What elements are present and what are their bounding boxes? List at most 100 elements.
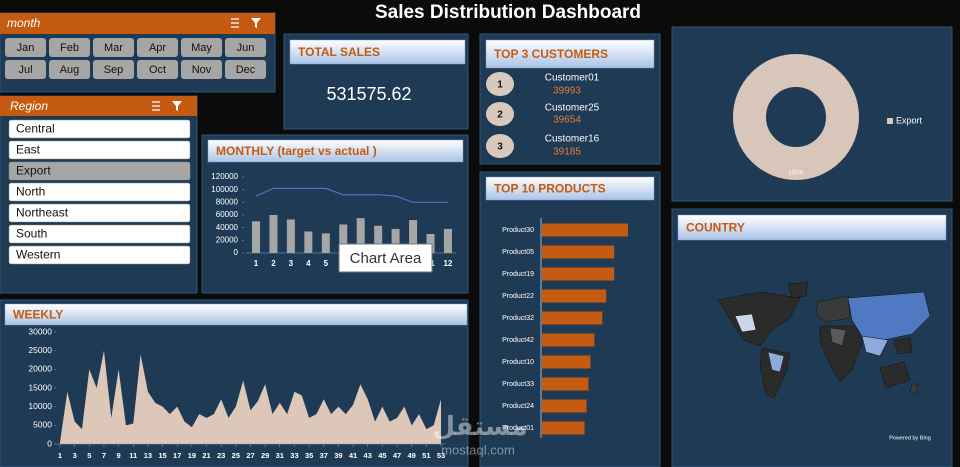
x-tick-label: 7 (102, 451, 106, 460)
month-button[interactable] (181, 60, 222, 79)
y-tick-label: 10000 (28, 401, 52, 411)
bar (542, 355, 591, 369)
region-button-label: Export (16, 164, 51, 178)
month-button[interactable] (137, 60, 178, 79)
bar (542, 377, 589, 391)
y-tick-label: 80000 (216, 197, 239, 206)
y-tick-label: Product32 (502, 315, 534, 322)
multi-select-icon[interactable] (231, 18, 239, 28)
customers-header-bar (485, 39, 655, 69)
products-header: TOP 10 PRODUCTS (494, 182, 606, 196)
bar (542, 421, 585, 435)
bar (542, 399, 587, 413)
bar (542, 267, 615, 281)
kpi-header-bar (289, 39, 466, 65)
clear-filter-icon[interactable] (172, 101, 182, 111)
region-button[interactable] (8, 224, 191, 244)
bar (542, 333, 595, 347)
month-button[interactable] (49, 60, 90, 79)
month-button-label: Oct (149, 64, 166, 76)
region-header (0, 96, 197, 116)
bar (542, 223, 628, 237)
slice-label: 100% (788, 171, 804, 177)
month-button-label: Apr (149, 42, 166, 54)
dashboard-title: Sales Distribution Dashboard (375, 2, 641, 23)
month-button-label: May (191, 42, 212, 54)
x-tick-label: 1 (58, 451, 62, 460)
month-slicer-header: month (7, 16, 41, 30)
month-button[interactable] (5, 60, 46, 79)
bar (542, 311, 603, 325)
month-button[interactable] (181, 38, 222, 57)
region-button[interactable] (8, 161, 191, 181)
y-tick-label: 20000 (216, 235, 239, 244)
month-button[interactable] (225, 38, 266, 57)
x-tick-label: 5 (87, 451, 91, 460)
region-button-label: Northeast (16, 206, 69, 220)
month-button[interactable] (5, 38, 46, 57)
x-tick-label: 33 (290, 451, 298, 460)
map-region (861, 335, 889, 357)
month-button-label: Dec (236, 64, 256, 76)
y-tick-label: 40000 (216, 223, 239, 232)
x-tick-label: 23 (217, 451, 225, 460)
y-tick-label: 60000 (216, 210, 239, 219)
region-button-label: South (16, 227, 47, 241)
region-button-label: East (16, 143, 41, 157)
bar (356, 218, 365, 253)
month-button[interactable] (93, 60, 134, 79)
customer-name: Customer16 (545, 134, 600, 145)
kpi-header: TOTAL SALES (298, 45, 380, 59)
region-button[interactable] (8, 245, 191, 265)
x-tick-label: 3 (73, 451, 77, 460)
bar (269, 215, 278, 253)
x-tick-label: 17 (173, 451, 181, 460)
map-region (829, 327, 847, 347)
customer-name: Customer25 (545, 103, 600, 114)
y-tick-label: Product42 (502, 337, 534, 344)
x-tick-label: 37 (320, 451, 328, 460)
month-button[interactable] (225, 60, 266, 79)
x-tick-label: 29 (261, 451, 269, 460)
month-button-label: Mar (104, 42, 123, 54)
y-tick-label: 120000 (211, 172, 238, 181)
region-button-label: Central (16, 122, 55, 136)
x-tick-label: 12 (443, 259, 452, 268)
rank-badge (486, 102, 514, 126)
x-tick-label: 51 (422, 451, 430, 460)
multi-select-icon[interactable] (152, 101, 160, 111)
map-region (717, 291, 801, 347)
x-tick-label: 1 (254, 259, 259, 268)
bar (542, 245, 615, 259)
region-button[interactable] (8, 140, 191, 160)
clear-filter-icon[interactable] (251, 18, 261, 28)
region-button-label: North (16, 185, 45, 199)
region-button[interactable] (8, 182, 191, 202)
region-button[interactable] (8, 203, 191, 223)
month-button[interactable] (93, 38, 134, 57)
month-button-label: Jul (18, 64, 32, 76)
month-button[interactable] (49, 38, 90, 57)
x-tick-label: 47 (393, 451, 401, 460)
y-tick-label: 25000 (28, 345, 52, 355)
bar (391, 228, 400, 253)
target-line (255, 187, 448, 203)
month-button[interactable] (137, 38, 178, 57)
x-tick-label: 15 (158, 451, 166, 460)
map-region (787, 281, 809, 299)
map-credit: Powered by Bing (889, 435, 931, 441)
x-tick-label: 39 (334, 451, 342, 460)
bar (443, 228, 452, 253)
bar (409, 220, 418, 253)
map-region (879, 361, 911, 389)
x-tick-label: 53 (437, 451, 445, 460)
y-tick-label: 100000 (211, 185, 238, 194)
region-button[interactable] (8, 119, 191, 139)
rank-badge (486, 134, 514, 158)
rank-label: 3 (497, 142, 503, 153)
customer-value: 39185 (553, 147, 581, 158)
kpi-value: 531575.62 (326, 84, 411, 104)
y-tick-label: Product05 (502, 249, 534, 256)
bar (321, 233, 330, 253)
country-header: COUNTRY (686, 221, 745, 235)
